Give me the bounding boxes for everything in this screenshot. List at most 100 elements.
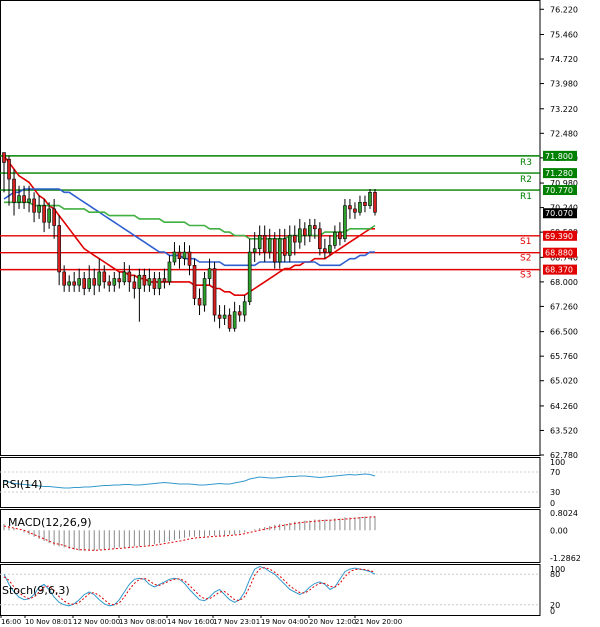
candle-body	[323, 248, 327, 253]
candle-body	[7, 158, 11, 180]
time-tick-label: 14 Nov 16:00	[167, 618, 214, 626]
candle-body	[97, 271, 102, 286]
level-badge	[543, 230, 577, 241]
macd-panel: 0.8024 0.00 -1.2862	[3, 509, 581, 563]
level-name: R2	[520, 175, 532, 185]
candle-body	[107, 281, 112, 286]
level-badge	[543, 150, 577, 161]
level-badge	[543, 185, 577, 196]
stoch-tick-label: 100	[550, 565, 565, 574]
level-name: S3	[520, 271, 531, 281]
time-tick-label: 21 Nov 20:00	[355, 618, 402, 626]
time-tick-label: 12 Nov 00:00	[73, 618, 120, 626]
rsi-tick-label: 0	[550, 499, 555, 508]
price-tick-label: 70.980	[550, 179, 578, 188]
candle-body	[363, 201, 367, 206]
level-name: R3	[520, 158, 532, 168]
candle-body	[343, 205, 347, 240]
price-tick-label: 67.260	[550, 302, 578, 311]
level-name: R1	[520, 192, 532, 202]
candle-body	[232, 311, 237, 329]
rsi-tick-label: 30	[550, 488, 560, 497]
candle-body	[297, 228, 302, 243]
candle-body	[57, 225, 61, 273]
price-tick-label: 70.240	[550, 204, 578, 213]
level-name: S2	[520, 254, 531, 264]
moving-average-line	[4, 201, 376, 240]
stoch-tick-label: 20	[550, 601, 560, 610]
candle-body	[202, 278, 207, 306]
candle-body	[227, 314, 232, 329]
candle-body	[358, 201, 362, 213]
price-tick-label: 73.220	[550, 105, 578, 114]
candle-body	[2, 152, 6, 163]
candle-body	[92, 278, 97, 286]
level-badge-label: 71.280	[545, 169, 573, 178]
price-tick-label: 68.000	[550, 278, 578, 287]
candle-body	[182, 251, 187, 259]
current-price-label: 70.070	[545, 209, 573, 218]
stoch-main-line	[3, 565, 376, 607]
candle-body	[77, 278, 82, 286]
candle-body	[17, 195, 21, 203]
level-badge	[543, 168, 577, 179]
candle-body	[207, 268, 212, 279]
candle-body	[373, 192, 377, 213]
candle-body	[67, 281, 71, 286]
candle-body	[177, 251, 182, 259]
panel-frame	[0, 509, 541, 563]
candle-body	[152, 278, 157, 289]
candle-body	[187, 251, 192, 266]
stoch-title: Stoch(9,6,3)	[2, 584, 70, 597]
candle-body	[167, 261, 172, 283]
candle-body	[262, 235, 267, 253]
candle-body	[102, 271, 107, 283]
candle-body	[117, 278, 122, 283]
candle-body	[37, 205, 41, 213]
time-tick-label: 10 Nov 08:01	[25, 618, 72, 626]
candle-body	[142, 274, 147, 286]
level-badge-label: 68.880	[545, 249, 573, 258]
candle-body	[172, 251, 177, 263]
current-price-badge	[543, 208, 577, 219]
candle-body	[272, 238, 277, 263]
candle-body	[267, 238, 272, 253]
price-tick-label: 74.720	[550, 55, 578, 64]
macd-title: MACD(12,26,9)	[8, 516, 92, 529]
candle-body	[328, 245, 332, 253]
price-tick-label: 65.760	[550, 352, 578, 361]
candle-body	[87, 278, 92, 289]
candle-body	[192, 265, 197, 299]
price-tick-label: 72.480	[550, 129, 578, 138]
candle-body	[353, 208, 357, 213]
stoch-signal-line	[3, 567, 376, 606]
candle-body	[22, 195, 26, 203]
candle-body	[62, 271, 66, 286]
time-tick-label: 13 Nov 08:00	[119, 618, 166, 626]
panel-frame	[0, 457, 541, 508]
price-tick-label: 75.460	[550, 30, 578, 39]
candle-body	[338, 231, 342, 240]
price-tick-label: 64.260	[550, 402, 578, 411]
candle-body	[147, 278, 152, 286]
candle-body	[313, 225, 317, 230]
macd-tick-label: 0.8024	[550, 509, 578, 518]
candle-body	[318, 228, 322, 250]
candle-body	[52, 208, 56, 226]
price-tick-label: 63.520	[550, 426, 578, 435]
panel-frame	[0, 564, 541, 616]
level-badge	[543, 247, 577, 258]
rsi-tick-label: 70	[550, 468, 560, 477]
candle-body	[348, 205, 352, 210]
macd-tick-label: 0.00	[550, 526, 568, 535]
candle-body	[308, 225, 312, 236]
price-tick-label: 62.780	[550, 451, 578, 460]
price-tick-label: 68.740	[550, 253, 578, 262]
candle-body	[303, 228, 307, 236]
moving-average-line	[3, 155, 375, 297]
candle-body	[72, 281, 76, 286]
candle-body	[47, 208, 51, 223]
time-tick-label: 17 Nov 23:01	[213, 618, 260, 626]
